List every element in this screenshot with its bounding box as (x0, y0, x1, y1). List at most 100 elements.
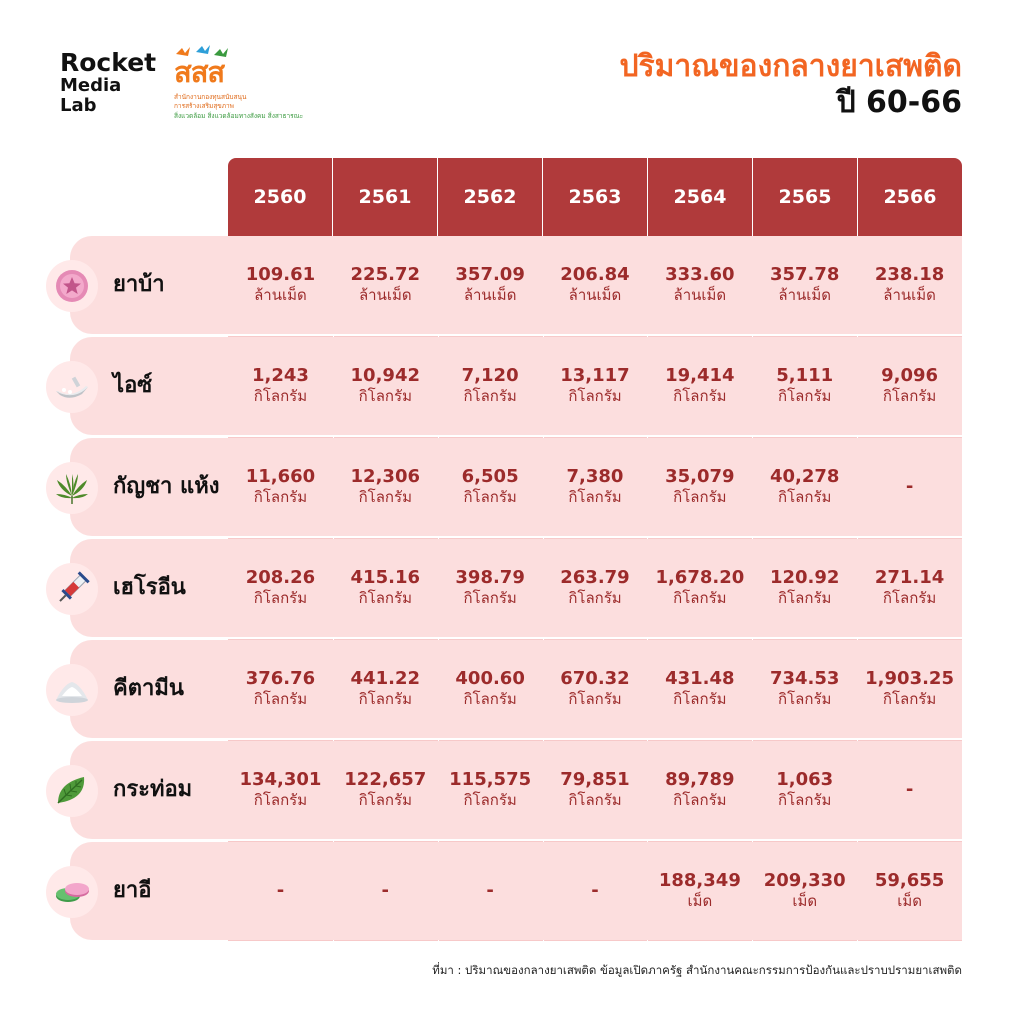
data-cell: 89,789 กิโลกรัม (647, 741, 752, 839)
data-cell: 9,096 กิโลกรัม (857, 337, 962, 435)
cell-unit: กิโลกรัม (463, 791, 517, 810)
data-cell: 734.53 กิโลกรัม (752, 640, 857, 738)
table-row: เฮโรอีน 208.26 กิโลกรัม 415.16 กิโลกรัม 398.7… (46, 539, 962, 639)
cell-value: 7,380 (566, 466, 624, 488)
powder-pile-icon (46, 664, 98, 716)
data-cell: 263.79 กิโลกรัม (543, 539, 648, 637)
drug-name: เฮโรอีน (113, 575, 186, 601)
data-cell: 333.60 ล้านเม็ด (647, 236, 752, 334)
cell-unit: ล้านเม็ด (358, 286, 412, 305)
cell-value: 12,306 (350, 466, 420, 488)
cell-unit: กิโลกรัม (673, 791, 727, 810)
row-background (70, 539, 962, 637)
cell-value: 120.92 (769, 567, 840, 589)
cell-value: 1,063 (776, 769, 834, 791)
row-separator (70, 839, 962, 841)
data-cell: 431.48 กิโลกรัม (647, 640, 752, 738)
cell-unit: ล้านเม็ด (568, 286, 622, 305)
logo-line-2: Media (60, 75, 122, 96)
cell-value: 209,330 (763, 870, 846, 892)
table-row: คีตามีน 376.76 กิโลกรัม 441.22 กิโลกรัม 400.6… (46, 640, 962, 740)
drug-name: กระท่อม (113, 777, 193, 803)
cell-unit: กิโลกรัม (882, 387, 937, 406)
cell-unit: กิโลกรัม (463, 690, 517, 709)
cell-value: 208.26 (245, 567, 316, 589)
row-background (70, 842, 962, 940)
data-cell: 357.09 ล้านเม็ด (438, 236, 543, 334)
data-cell: 10,942 กิโลกรัม (333, 337, 438, 435)
sss-subtitle-3: สิ่งแวดล้อม สิ่งแวดล้อมทางสังคม สิ่งสาธา… (174, 112, 304, 120)
data-cell: 415.16 กิโลกรัม (333, 539, 438, 637)
cell-value: 134,301 (239, 769, 322, 791)
cell-unit: กิโลกรัม (568, 690, 622, 709)
logo-line-1: Rocket (60, 48, 157, 77)
data-cell: 6,505 กิโลกรัม (438, 438, 543, 536)
data-cell: 209,330 เม็ด (752, 842, 857, 940)
drug-name: ยาบ้า (113, 272, 165, 298)
cell-unit: เม็ด (792, 892, 818, 911)
data-cell: 238.18 ล้านเม็ด (857, 236, 962, 334)
data-cell: 134,301 กิโลกรัม (228, 741, 333, 839)
cell-value: 431.48 (665, 668, 735, 690)
data-cell: - (857, 741, 962, 839)
pink-pill-icon (46, 260, 98, 312)
data-cell: 115,575 กิโลกรัม (438, 741, 543, 839)
data-cell: 120.92 กิโลกรัม (752, 539, 857, 637)
cell-value: 1,243 (251, 365, 309, 387)
data-cell: 271.14 กิโลกรัม (857, 539, 962, 637)
cell-value: 109.61 (245, 264, 316, 286)
year-header-2565: 2565 (752, 158, 857, 236)
cell-value: 10,942 (350, 365, 420, 387)
cell-unit: กิโลกรัม (358, 589, 412, 608)
cell-value: 59,655 (874, 870, 945, 892)
ecstasy-pills-icon (46, 866, 98, 918)
cell-value: 271.14 (874, 567, 945, 589)
year-header-2562: 2562 (437, 158, 542, 236)
cell-unit: กิโลกรัม (673, 387, 727, 406)
cell-value: 122,657 (344, 769, 427, 791)
row-separator (70, 738, 962, 740)
cell-unit: กิโลกรัม (882, 589, 937, 608)
cell-value: 7,120 (461, 365, 519, 387)
cell-value: 79,851 (560, 769, 630, 791)
cell-value: - (486, 880, 494, 902)
data-cell: 1,903.25 กิโลกรัม (857, 640, 962, 738)
birds-icon (176, 45, 228, 57)
data-cell: 1,063 กิโลกรัม (752, 741, 857, 839)
data-cell: 357.78 ล้านเม็ด (752, 236, 857, 334)
data-cell: 79,851 กิโลกรัม (543, 741, 648, 839)
data-cell: 225.72 ล้านเม็ด (333, 236, 438, 334)
data-cell: 670.32 กิโลกรัม (543, 640, 648, 738)
drug-name: ยาอี (113, 878, 152, 904)
data-cell: 19,414 กิโลกรัม (647, 337, 752, 435)
cell-unit: กิโลกรัม (358, 690, 412, 709)
cell-value: 400.60 (455, 668, 525, 690)
cell-value: 6,505 (461, 466, 519, 488)
year-header-2560: 2560 (253, 186, 307, 208)
cell-unit: เม็ด (687, 892, 713, 911)
cell-value: 11,660 (245, 466, 316, 488)
cell-unit: กิโลกรัม (463, 589, 517, 608)
cell-value: - (905, 476, 914, 498)
cell-unit: กิโลกรัม (778, 387, 832, 406)
cell-value: 441.22 (350, 668, 420, 690)
drug-name: กัญชา แห้ง (113, 474, 220, 500)
cell-value: 206.84 (560, 264, 630, 286)
cell-unit: เม็ด (897, 892, 922, 911)
data-cell: 109.61 ล้านเม็ด (228, 236, 333, 334)
data-cell: 7,380 กิโลกรัม (543, 438, 648, 536)
cell-unit: กิโลกรัม (358, 791, 412, 810)
data-cell: 1,678.20 กิโลกรัม (647, 539, 752, 637)
cell-value: 333.60 (665, 264, 735, 286)
title-line-1: ปริมาณของกลางยาเสพติด (619, 49, 962, 84)
cell-unit: กิโลกรัม (358, 387, 412, 406)
cell-value: 357.78 (769, 264, 840, 286)
row-background (70, 640, 962, 738)
cell-value: 40,278 (769, 466, 840, 488)
thaihealth-logo: สสส สำนักงานกองทุนสนับสนุน การสร้างเสริม… (172, 44, 303, 124)
data-cell: - (438, 842, 543, 940)
ice-crystal-icon (46, 361, 98, 413)
cell-value: 670.32 (560, 668, 630, 690)
data-cell: - (857, 438, 962, 536)
data-cell: - (543, 842, 648, 940)
